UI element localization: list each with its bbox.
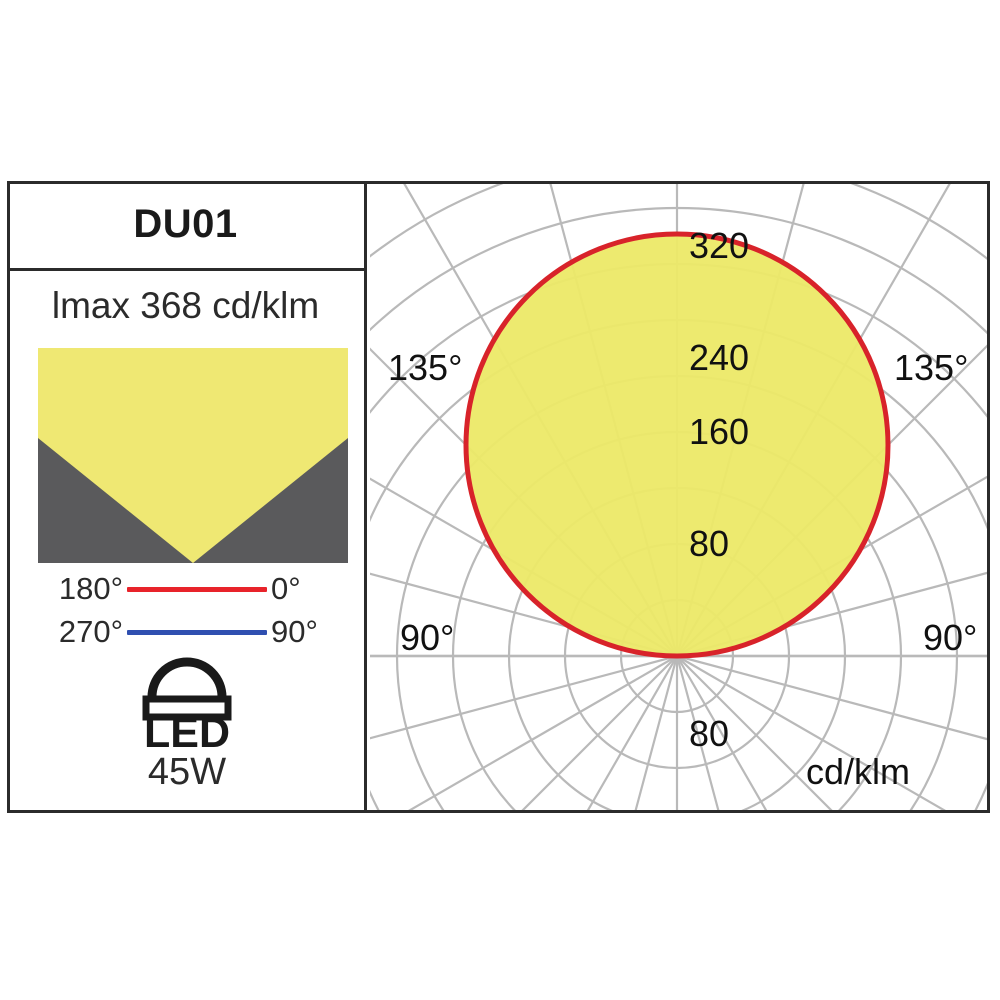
legend-label-180: 180° bbox=[58, 571, 123, 606]
polar-spoke-165 bbox=[675, 655, 720, 810]
led-badge: LED bbox=[7, 653, 367, 749]
polar-spoke-210 bbox=[586, 655, 678, 810]
angle-label-90-left: 90° bbox=[400, 617, 454, 658]
polar-spoke-105 bbox=[676, 654, 987, 741]
angle-labels: 135° 135° 90° 90° bbox=[388, 347, 977, 658]
led-base-rect bbox=[142, 695, 232, 721]
polar-spoke-120 bbox=[676, 655, 946, 810]
pictogram-beam bbox=[38, 348, 348, 563]
page-title: DU01 bbox=[133, 202, 238, 246]
polar-plot-svg: 320 240 160 80 80 135° 135° 90° 90° cd/k… bbox=[370, 184, 987, 810]
legend-label-0: 0° bbox=[271, 571, 301, 606]
lmax-value: lmax 368 cd/klm bbox=[51, 285, 320, 326]
luminaire-info-panel: DU01 lmax 368 cd/klm 180° 0° 270° 90° LE… bbox=[7, 181, 367, 813]
angle-label-135-left: 135° bbox=[388, 347, 462, 388]
unit-label: cd/klm bbox=[806, 751, 910, 792]
intensity-curve-c0-c180 bbox=[463, 231, 891, 659]
polar-intensity-chart: 320 240 160 80 80 135° 135° 90° 90° cd/k… bbox=[370, 184, 987, 810]
polar-spoke-195 bbox=[634, 655, 679, 810]
legend-row-c0-c180: 180° 0° bbox=[7, 569, 367, 609]
direct-wide-beam-pictogram bbox=[38, 348, 348, 563]
led-text: LED bbox=[144, 709, 230, 749]
title-cell: DU01 bbox=[7, 181, 364, 271]
radial-tick-240: 240 bbox=[689, 337, 749, 378]
legend-label-270: 270° bbox=[58, 614, 123, 649]
angle-label-90-right: 90° bbox=[923, 617, 977, 658]
intensity-fill bbox=[466, 234, 888, 656]
angle-label-135-right: 135° bbox=[894, 347, 968, 388]
legend-line-c90-c270 bbox=[127, 629, 267, 635]
radial-tick-320: 320 bbox=[689, 225, 749, 266]
led-dome-arc bbox=[147, 657, 227, 698]
polar-spoke-255 bbox=[370, 654, 678, 740]
radial-tick-80-lower: 80 bbox=[689, 713, 729, 754]
radial-tick-labels: 320 240 160 80 80 bbox=[689, 225, 749, 754]
led-dome-icon: LED bbox=[142, 657, 232, 749]
legend-row-c90-c270: 270° 90° bbox=[7, 612, 367, 652]
legend-line-c0-c180 bbox=[127, 586, 267, 592]
polar-spoke-240 bbox=[408, 655, 678, 810]
power-rating: 45W bbox=[147, 751, 227, 793]
polar-spoke-135 bbox=[676, 655, 833, 810]
radial-tick-80: 80 bbox=[689, 523, 729, 564]
polar-spoke-225 bbox=[521, 655, 678, 810]
legend-label-90: 90° bbox=[271, 614, 318, 649]
intensity-curve-group bbox=[463, 231, 891, 659]
radial-tick-160: 160 bbox=[689, 411, 749, 452]
polar-spoke-150 bbox=[676, 655, 768, 810]
diagram-frame bbox=[7, 181, 990, 813]
